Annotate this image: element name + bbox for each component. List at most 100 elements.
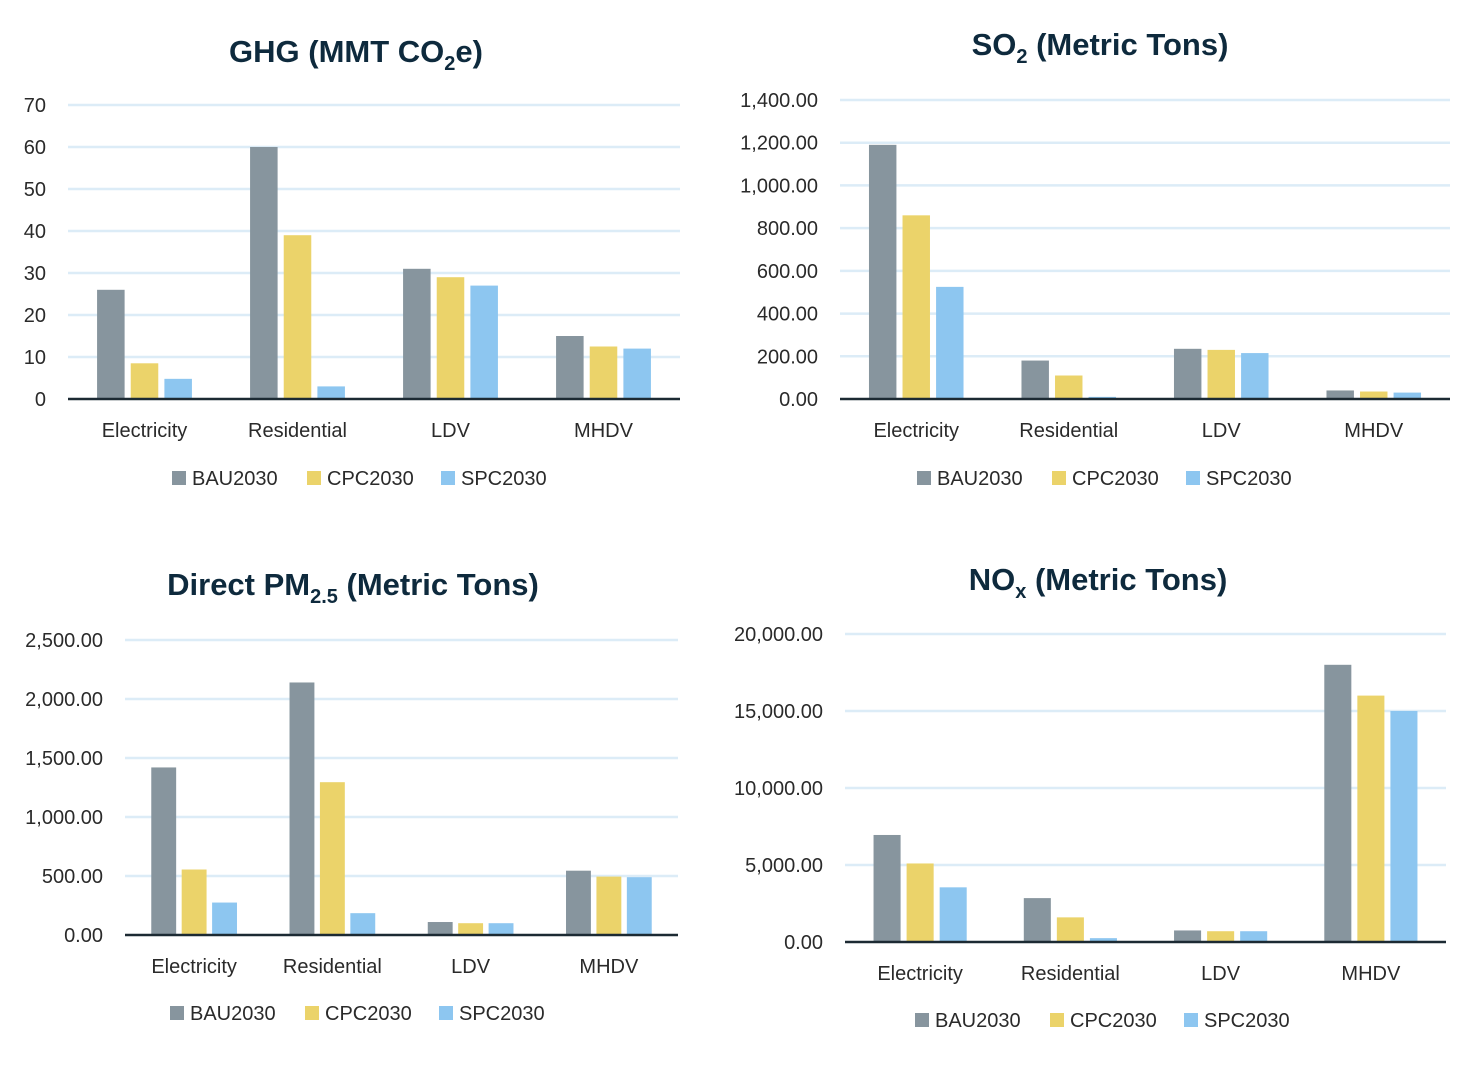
pm25-chart: Direct PM2.5 (Metric Tons) 0.00 500.00 1,00… [25, 567, 678, 1025]
x-category-label: LDV [431, 420, 471, 442]
legend-swatch-bau2030 [917, 471, 931, 485]
bar-spc2030-mhdv [623, 348, 651, 399]
legend-swatch-cpc2030 [1050, 1013, 1064, 1027]
x-category-label: LDV [1201, 963, 1241, 985]
legend-label: BAU2030 [935, 1010, 1021, 1032]
ghg-chart-panel: GHG (MMT CO2e) 0 10 20 30 40 50 60 70 Electricity… [0, 0, 740, 533]
x-category-label: MHDV [1344, 420, 1404, 442]
y-tick-label: 1,500.00 [25, 748, 103, 770]
y-tick-label: 20,000.00 [734, 624, 823, 646]
so2-chart-panel: SO2 (Metric Tons) 0.00 200.00 400.00 600.00 8… [740, 0, 1480, 533]
bar-spc2030-mhdv [626, 877, 652, 935]
bar-cpc2030-electricity [130, 363, 159, 399]
y-tick-label: 1,200.00 [740, 133, 818, 155]
bar-cpc2030-residential [1055, 375, 1083, 399]
bar-spc2030-mhdv [1393, 392, 1422, 399]
chart-title: Direct PM2.5 (Metric Tons) [167, 567, 539, 608]
legend-label: SPC2030 [1206, 468, 1292, 490]
bar-cpc2030-ldv [436, 277, 465, 399]
y-tick-label: 10,000.00 [734, 778, 823, 800]
bar-bau2030-electricity [873, 834, 901, 942]
bar-spc2030-ldv [1240, 931, 1268, 942]
x-category-label: Residential [1021, 963, 1120, 985]
y-tick-label: 60 [24, 137, 46, 159]
legend-swatch-cpc2030 [305, 1006, 319, 1020]
y-tick-label: 10 [24, 347, 46, 369]
bar-cpc2030-mhdv [1360, 391, 1388, 399]
y-tick-label: 400.00 [757, 304, 818, 326]
bar-cpc2030-residential [1056, 917, 1084, 942]
nox-chart: NOx (Metric Tons) 0.00 5,000.00 10,000.00 15… [734, 562, 1446, 1032]
x-category-label: Electricity [102, 420, 188, 442]
bar-bau2030-ldv [403, 268, 431, 399]
y-tick-label: 500.00 [42, 866, 103, 888]
legend-swatch-spc2030 [1184, 1013, 1198, 1027]
x-category-label: MHDV [1341, 963, 1401, 985]
y-tick-label: 200.00 [757, 346, 818, 368]
y-tick-label: 600.00 [757, 261, 818, 283]
bar-bau2030-mhdv [1326, 390, 1354, 399]
bar-bau2030-mhdv [556, 336, 584, 399]
y-tick-label: 0.00 [64, 925, 103, 947]
y-tick-label: 0.00 [784, 932, 823, 954]
bar-spc2030-mhdv [1390, 711, 1418, 942]
so2-chart: SO2 (Metric Tons) 0.00 200.00 400.00 600.00 8… [740, 27, 1450, 490]
bar-spc2030-electricity [212, 902, 237, 935]
bar-cpc2030-ldv [1207, 349, 1235, 399]
bar-bau2030-residential [289, 682, 315, 935]
pm25-chart-panel: Direct PM2.5 (Metric Tons) 0.00 500.00 1,00… [0, 533, 740, 1066]
legend-label: CPC2030 [327, 468, 414, 490]
chart-title: SO2 (Metric Tons) [972, 27, 1229, 68]
bar-spc2030-electricity [939, 887, 967, 942]
legend-swatch-bau2030 [915, 1013, 929, 1027]
y-tick-label: 1,400.00 [740, 90, 818, 112]
bar-cpc2030-ldv [458, 923, 484, 935]
legend-swatch-cpc2030 [1052, 471, 1066, 485]
y-tick-label: 40 [24, 221, 46, 243]
legend-swatch-bau2030 [172, 471, 186, 485]
bar-spc2030-residential [350, 913, 376, 935]
y-tick-label: 30 [24, 263, 46, 285]
bar-spc2030-residential [1089, 938, 1117, 942]
y-tick-label: 2,000.00 [25, 689, 103, 711]
x-category-label: Electricity [873, 420, 959, 442]
y-tick-label: 0 [35, 389, 46, 411]
bar-spc2030-electricity [164, 378, 192, 399]
legend-label: SPC2030 [461, 468, 547, 490]
bar-bau2030-mhdv [1324, 664, 1352, 942]
legend-swatch-spc2030 [441, 471, 455, 485]
legend-label: CPC2030 [1072, 468, 1159, 490]
y-tick-label: 2,500.00 [25, 630, 103, 652]
chart-title: GHG (MMT CO2e) [229, 34, 483, 75]
x-category-label: MHDV [574, 420, 634, 442]
legend-label: BAU2030 [937, 468, 1023, 490]
bar-bau2030-electricity [868, 144, 897, 399]
bar-cpc2030-mhdv [1357, 695, 1385, 942]
bar-cpc2030-electricity [902, 215, 930, 399]
bar-spc2030-ldv [470, 285, 498, 399]
legend-label: BAU2030 [190, 1003, 276, 1025]
bar-spc2030-electricity [936, 286, 964, 399]
y-tick-label: 1,000.00 [740, 175, 818, 197]
legend-swatch-bau2030 [170, 1006, 184, 1020]
legend-swatch-spc2030 [1186, 471, 1200, 485]
bar-bau2030-residential [1021, 360, 1049, 399]
y-tick-label: 0.00 [779, 389, 818, 411]
x-category-label: Electricity [151, 956, 237, 978]
x-category-label: Residential [1019, 420, 1118, 442]
y-tick-label: 70 [24, 95, 46, 117]
y-tick-label: 5,000.00 [745, 855, 823, 877]
y-tick-label: 800.00 [757, 218, 818, 240]
bar-bau2030-residential [1023, 898, 1051, 942]
x-category-label: LDV [1202, 420, 1242, 442]
bar-cpc2030-ldv [1207, 931, 1235, 942]
x-category-label: MHDV [579, 956, 639, 978]
bar-cpc2030-electricity [906, 863, 934, 942]
x-category-label: LDV [451, 956, 491, 978]
bar-cpc2030-residential [319, 782, 345, 935]
bar-bau2030-ldv [1174, 930, 1202, 942]
chart-title: NOx (Metric Tons) [969, 562, 1228, 603]
bar-spc2030-residential [317, 386, 345, 399]
bar-spc2030-ldv [1241, 353, 1269, 399]
bar-cpc2030-electricity [181, 869, 207, 935]
